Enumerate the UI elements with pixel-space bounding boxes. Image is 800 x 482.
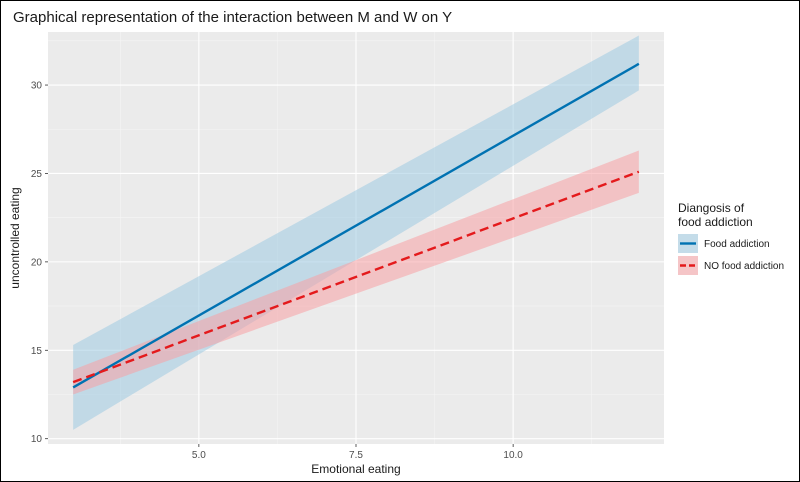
y-tick-label: 10 [31,434,43,445]
x-tick-label: 10.0 [503,450,523,461]
x-axis-label: Emotional eating [311,462,400,476]
confidence-bands [73,35,639,430]
y-tick-label: 25 [31,169,43,180]
series-line-0 [72,62,640,389]
x-tick-label: 7.5 [349,450,363,461]
chart-title: Graphical representation of the interact… [13,9,452,26]
series-line-1 [72,170,640,384]
y-tick-label: 30 [31,81,43,92]
legend-key-band [678,256,698,275]
x-tick-label: 5.0 [192,450,206,461]
y-tick-label: 15 [31,346,43,357]
legend-label: Food addiction [704,239,770,250]
y-tick-label: 20 [31,257,43,268]
legend: Diangosis of food addiction Food addicti… [678,201,784,275]
confidence-band-1 [73,150,639,395]
series-lines [72,62,640,389]
y-axis-label: uncontrolled eating [8,187,22,288]
legend-title-line-1: Diangosis of [678,201,745,215]
x-axis-ticks: 5.0 7.5 10.0 [192,444,523,461]
y-axis-ticks: 10 15 20 25 30 [31,81,48,445]
legend-items: Food addiction NO food addiction [678,234,784,275]
legend-label: NO food addiction [704,261,784,272]
legend-title-line-2: food addiction [678,215,753,229]
